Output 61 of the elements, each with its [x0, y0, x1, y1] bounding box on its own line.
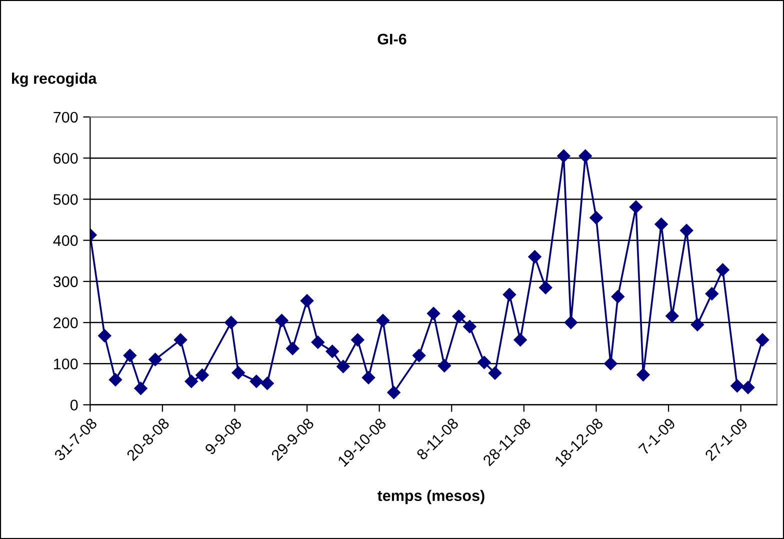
point	[590, 211, 603, 224]
point	[98, 329, 112, 342]
y-tick-label: 300	[53, 276, 78, 288]
point	[741, 380, 755, 394]
point	[174, 333, 188, 346]
point	[336, 360, 350, 374]
point	[557, 149, 570, 163]
point	[148, 352, 162, 366]
point	[604, 357, 618, 370]
point	[488, 366, 502, 380]
y-tick-label: 700	[54, 112, 78, 123]
point	[387, 386, 400, 400]
y-tick-label: 400	[53, 235, 78, 246]
point	[224, 316, 238, 330]
point	[286, 342, 300, 356]
point	[716, 263, 730, 277]
point	[452, 310, 466, 323]
point	[438, 359, 451, 372]
point	[232, 366, 245, 380]
point	[478, 356, 491, 370]
point	[123, 348, 137, 362]
point	[108, 373, 122, 386]
point	[260, 376, 274, 390]
chart-title: GI-6	[378, 34, 406, 45]
y-axis-title: kg recogida	[12, 72, 97, 87]
point	[578, 149, 592, 163]
point	[134, 382, 148, 395]
point	[362, 371, 376, 384]
point	[680, 224, 694, 238]
y-tick-label: 500	[53, 194, 78, 205]
point	[502, 288, 516, 302]
point	[611, 290, 624, 304]
point	[250, 374, 264, 388]
point	[184, 374, 198, 388]
point	[376, 314, 390, 328]
x-axis-title: temps (mesos)	[377, 490, 484, 504]
point	[690, 318, 704, 332]
point	[426, 306, 440, 320]
y-tick-label: 200	[54, 317, 78, 328]
point	[629, 200, 643, 214]
point	[539, 281, 552, 294]
y-tick-label: 0	[70, 400, 78, 410]
point	[351, 333, 364, 346]
point	[463, 320, 476, 334]
point	[275, 314, 288, 328]
point	[636, 368, 650, 382]
point	[514, 333, 527, 346]
point	[705, 287, 718, 300]
point	[326, 344, 339, 358]
point	[654, 218, 668, 231]
point	[564, 316, 578, 330]
point	[730, 379, 744, 392]
point	[196, 368, 209, 382]
y-tick-label: 600	[54, 152, 78, 164]
point	[528, 250, 542, 264]
point	[412, 348, 426, 362]
point	[666, 309, 679, 323]
point	[300, 294, 314, 308]
y-tick-label: 100	[54, 358, 78, 370]
point	[756, 333, 770, 346]
point	[311, 336, 324, 349]
